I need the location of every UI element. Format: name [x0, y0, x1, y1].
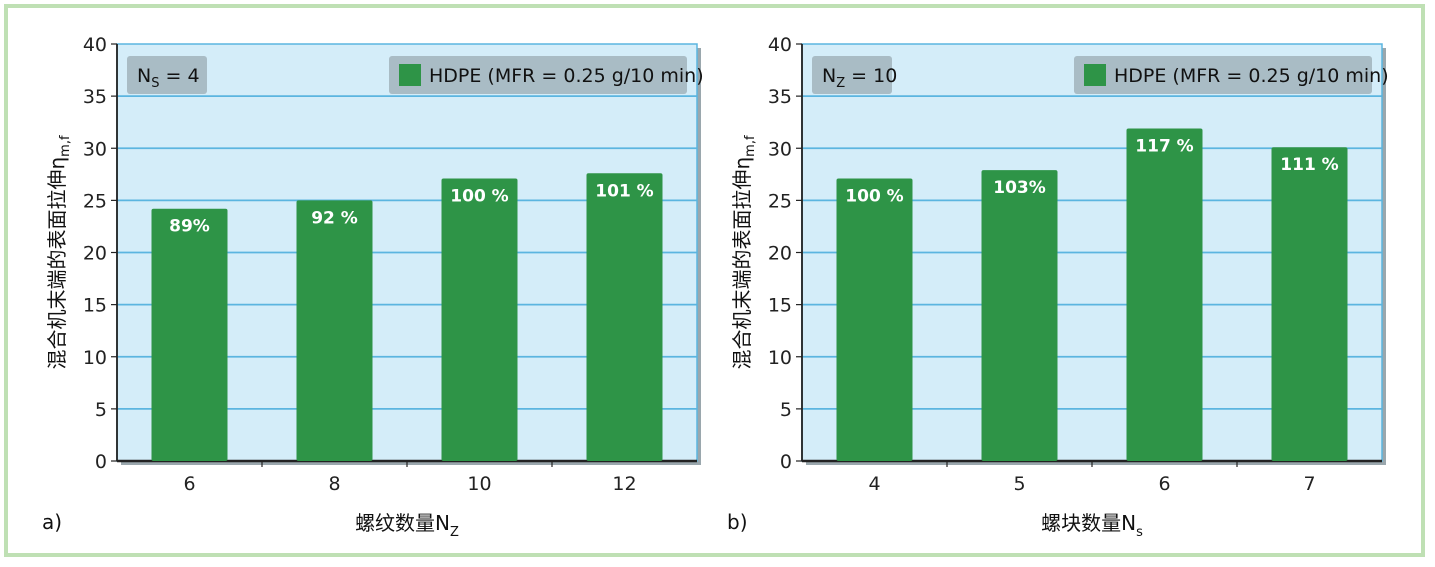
legend-bg [389, 56, 687, 94]
y-tick-label: 20 [83, 243, 107, 265]
condition-rest: = 10 [845, 65, 897, 87]
bar [151, 208, 228, 461]
y-tick-label: 10 [83, 347, 107, 369]
x-axis-title: 螺块数量Ns [1041, 511, 1143, 540]
data-label: 89% [169, 217, 210, 237]
data-label: 103% [993, 178, 1046, 198]
condition-text: NS = 4 [137, 65, 200, 91]
panel-label: a) [42, 510, 62, 534]
condition-box: NZ = 10 [812, 56, 897, 94]
y-tick-label: 15 [768, 295, 792, 317]
condition-box-bg [127, 56, 207, 94]
condition-sub: S [151, 76, 159, 91]
y-tick-label: 30 [768, 138, 792, 160]
y-tick-label: 15 [83, 295, 107, 317]
condition-sub: Z [836, 76, 845, 91]
legend: HDPE (MFR = 0.25 g/10 min) [1074, 56, 1389, 94]
y-tick-label: 5 [780, 399, 792, 421]
data-label: 100 % [845, 186, 903, 206]
x-axis-title-main: 螺块数量N [1041, 511, 1136, 535]
x-axis-title-sub: Z [450, 525, 459, 540]
bar [1126, 128, 1203, 461]
y-tick-label: 20 [768, 243, 792, 265]
chart-panel-a: 0 5 10 15 20 25 30 35 40 89% 6 92 % 8 100 % 10 101 % 12 N… [42, 34, 704, 540]
bar [296, 200, 373, 461]
x-tick-label: 4 [868, 473, 880, 495]
x-axis-title: 螺纹数量NZ [355, 511, 459, 540]
x-tick-label: 6 [1158, 473, 1170, 495]
condition-box: NS = 4 [127, 56, 207, 94]
legend-label: HDPE (MFR = 0.25 g/10 min) [429, 65, 704, 87]
y-axis-title-sub: m,f [58, 135, 73, 157]
y-axis-title-sub: m,f [743, 135, 758, 157]
y-tick-label: 35 [768, 86, 792, 108]
legend-bg [1074, 56, 1372, 94]
bar [981, 170, 1058, 461]
data-label: 92 % [311, 208, 358, 228]
condition-main: N [822, 65, 836, 87]
panel-label: b) [727, 510, 748, 534]
legend: HDPE (MFR = 0.25 g/10 min) [389, 56, 704, 94]
bar [1271, 147, 1348, 461]
data-label: 100 % [450, 186, 508, 206]
legend-swatch [1084, 64, 1106, 86]
data-label: 101 % [595, 181, 653, 201]
legend-label: HDPE (MFR = 0.25 g/10 min) [1114, 65, 1389, 87]
condition-box-bg [812, 56, 892, 94]
y-tick-label: 30 [83, 138, 107, 160]
x-tick-label: 12 [612, 473, 636, 495]
y-tick-label: 0 [780, 451, 792, 473]
y-tick-label: 0 [95, 451, 107, 473]
x-tick-label: 8 [328, 473, 340, 495]
y-axis-title: 混合机末端的表面拉伸ηm,f [45, 135, 73, 369]
y-axis-title-main: 混合机末端的表面拉伸η [45, 157, 69, 370]
y-axis-title-main: 混合机末端的表面拉伸η [730, 157, 754, 370]
data-label: 117 % [1135, 136, 1193, 156]
y-tick-label: 40 [768, 34, 792, 56]
data-label: 111 % [1280, 155, 1338, 175]
bar [586, 173, 663, 461]
x-tick-label: 6 [183, 473, 195, 495]
y-axis-title: 混合机末端的表面拉伸ηm,f [730, 135, 758, 369]
x-tick-label: 10 [467, 473, 491, 495]
y-tick-label: 40 [83, 34, 107, 56]
x-tick-label: 5 [1013, 473, 1025, 495]
x-axis-title-main: 螺纹数量N [355, 511, 450, 535]
legend-swatch [399, 64, 421, 86]
y-tick-label: 10 [768, 347, 792, 369]
x-axis-title-sub: s [1136, 525, 1143, 540]
bar [441, 178, 518, 462]
y-tick-label: 5 [95, 399, 107, 421]
bar [836, 178, 913, 462]
y-tick-label: 25 [768, 190, 792, 212]
condition-rest: = 4 [159, 65, 199, 87]
condition-text: NZ = 10 [822, 65, 897, 91]
y-tick-label: 25 [83, 190, 107, 212]
condition-main: N [137, 65, 151, 87]
x-tick-label: 7 [1303, 473, 1315, 495]
chart-panel-b: 0 5 10 15 20 25 30 35 40 100 % 4 103% 5 117 % 6 111 % 7 N… [727, 34, 1389, 540]
y-tick-label: 35 [83, 86, 107, 108]
